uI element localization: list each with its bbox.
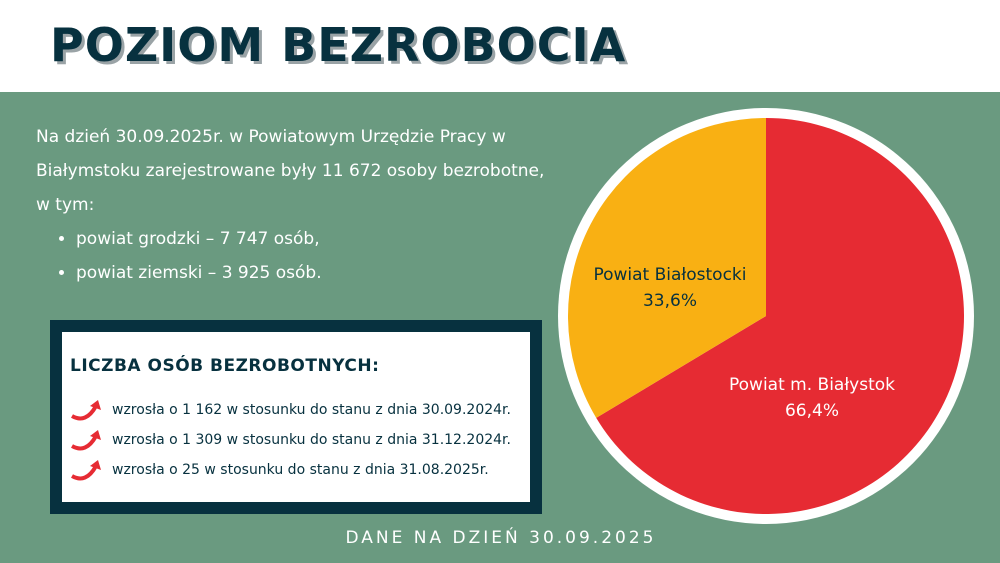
change-text: wzrosła o 1 309 w stosunku do stanu z dn… — [112, 432, 511, 448]
change-row: wzrosła o 1 309 w stosunku do stanu z dn… — [70, 428, 511, 452]
slice-label-powiat-bialostocki: Powiat Białostocki — [593, 265, 746, 285]
change-row: wzrosła o 1 162 w stosunku do stanu z dn… — [70, 398, 511, 422]
slice-value-powiat-bialostocki: 33,6% — [643, 291, 697, 311]
change-text: wzrosła o 1 162 w stosunku do stanu z dn… — [112, 402, 511, 418]
footer-text: DANE NA DZIEŃ 30.09.2025 — [345, 528, 657, 548]
red-curved-up-arrow-icon — [71, 430, 101, 451]
red-curved-up-arrow-icon — [71, 460, 101, 481]
list-item: powiat grodzki – 7 747 osób, — [76, 222, 556, 256]
list-item: powiat ziemski – 3 925 osób. — [76, 256, 556, 290]
data-date-footer: DANE NA DZIEŃ 30.09.2025 — [0, 528, 1000, 548]
page-title: POZIOM BEZROBOCIA — [50, 18, 627, 72]
unemployment-change-box: LICZBA OSÓB BEZROBOTNYCH: wzrosła o 1 16… — [50, 320, 542, 514]
slice-value-powiat-m-bialystok: 66,4% — [785, 401, 839, 421]
box-title: LICZBA OSÓB BEZROBOTNYCH: — [70, 356, 380, 376]
intro-text: Na dzień 30.09.2025r. w Powiatowym Urzęd… — [36, 120, 556, 290]
change-text: wzrosła o 25 w stosunku do stanu z dnia … — [112, 462, 489, 478]
intro-paragraph: Na dzień 30.09.2025r. w Powiatowym Urzęd… — [36, 127, 545, 215]
pie-slice-powiat-m-bia-ystok — [596, 118, 964, 514]
intro-list: powiat grodzki – 7 747 osób, powiat ziem… — [36, 222, 556, 290]
red-curved-up-arrow-icon — [71, 400, 101, 421]
change-row: wzrosła o 25 w stosunku do stanu z dnia … — [70, 458, 489, 482]
header: POZIOM BEZROBOCIA — [0, 0, 1000, 92]
pie-slice-powiat-bia-ostocki — [568, 118, 766, 418]
slice-label-powiat-m-bialystok: Powiat m. Białystok — [729, 375, 895, 395]
